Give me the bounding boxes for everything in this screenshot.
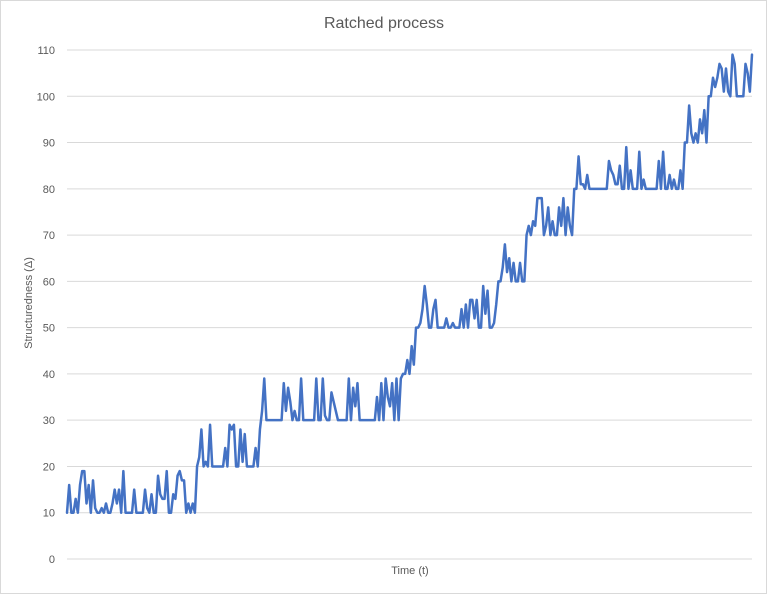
- chart-title: Ratched process: [324, 15, 444, 32]
- y-tick-label: 10: [43, 508, 55, 520]
- y-tick-label: 110: [37, 45, 55, 57]
- y-tick-label: 100: [37, 91, 55, 103]
- gridlines: [67, 49, 752, 560]
- y-tick-label: 40: [43, 369, 55, 381]
- y-tick-label: 70: [43, 230, 55, 242]
- y-tick-label: 60: [43, 276, 55, 288]
- y-tick-label: 20: [43, 461, 55, 473]
- series-line: [65, 53, 754, 514]
- y-tick-label: 50: [43, 323, 55, 335]
- y-tick-label: 0: [49, 554, 55, 566]
- y-axis-title: Structuredness (Δ): [23, 257, 35, 349]
- y-tick-label: 30: [43, 415, 55, 427]
- x-axis-title: Time (t): [391, 565, 428, 577]
- y-tick-label: 90: [43, 138, 55, 150]
- y-axis-tick-labels: 0 10 20 30 40 50 60 70 80 90 100 110: [37, 45, 55, 566]
- y-tick-label: 80: [43, 184, 55, 196]
- series-layer: [65, 53, 754, 514]
